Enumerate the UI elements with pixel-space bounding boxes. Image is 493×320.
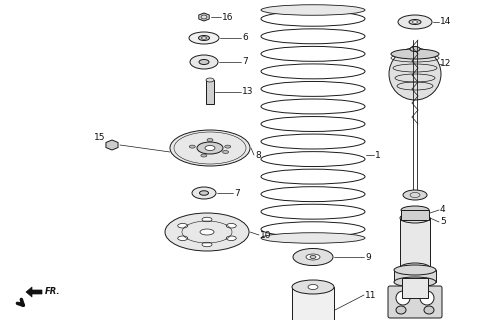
FancyBboxPatch shape	[388, 286, 442, 318]
Ellipse shape	[202, 217, 212, 222]
Text: 9: 9	[365, 252, 371, 261]
Ellipse shape	[396, 291, 410, 305]
Ellipse shape	[400, 263, 430, 273]
Ellipse shape	[201, 154, 207, 157]
Ellipse shape	[310, 255, 316, 259]
Bar	[402, 278, 428, 298]
Bar	[401, 210, 429, 220]
Ellipse shape	[391, 49, 439, 59]
Bar	[206, 80, 214, 104]
Text: 11: 11	[365, 291, 377, 300]
Ellipse shape	[165, 213, 249, 251]
Ellipse shape	[292, 280, 334, 294]
Ellipse shape	[394, 265, 436, 275]
Text: 10: 10	[260, 230, 272, 239]
Ellipse shape	[401, 206, 429, 214]
Text: 4: 4	[440, 205, 446, 214]
Ellipse shape	[197, 142, 223, 154]
Ellipse shape	[306, 254, 320, 260]
Polygon shape	[199, 13, 209, 21]
Ellipse shape	[261, 5, 365, 15]
Ellipse shape	[189, 32, 219, 44]
Ellipse shape	[178, 223, 188, 228]
Text: 14: 14	[440, 18, 452, 27]
Ellipse shape	[401, 216, 429, 224]
Bar	[400, 218, 430, 268]
Text: 5: 5	[440, 218, 446, 227]
Ellipse shape	[205, 146, 215, 150]
Polygon shape	[26, 287, 42, 297]
Ellipse shape	[206, 78, 214, 82]
Ellipse shape	[410, 46, 420, 52]
Ellipse shape	[200, 229, 214, 235]
Ellipse shape	[226, 223, 236, 228]
Ellipse shape	[199, 36, 210, 41]
Text: 15: 15	[94, 133, 106, 142]
Ellipse shape	[261, 233, 365, 243]
Ellipse shape	[226, 236, 236, 241]
Ellipse shape	[222, 150, 229, 154]
Ellipse shape	[178, 236, 188, 241]
Bar	[292, 287, 334, 320]
Ellipse shape	[202, 242, 212, 247]
Ellipse shape	[420, 291, 434, 305]
Text: 6: 6	[242, 34, 248, 43]
Ellipse shape	[190, 55, 218, 69]
Text: 12: 12	[440, 60, 452, 68]
Ellipse shape	[398, 15, 432, 29]
Ellipse shape	[389, 48, 441, 100]
Ellipse shape	[192, 187, 216, 199]
Ellipse shape	[293, 249, 333, 266]
Ellipse shape	[409, 20, 421, 25]
Text: 7: 7	[242, 58, 248, 67]
Text: 7: 7	[234, 188, 240, 197]
Text: 1: 1	[375, 150, 381, 159]
Ellipse shape	[400, 213, 430, 223]
Polygon shape	[106, 140, 118, 150]
Bar	[394, 270, 436, 282]
Ellipse shape	[413, 21, 418, 23]
Ellipse shape	[189, 145, 195, 148]
Ellipse shape	[403, 190, 427, 200]
Text: 13: 13	[242, 87, 253, 97]
Text: 16: 16	[222, 12, 234, 21]
Ellipse shape	[394, 277, 436, 287]
Ellipse shape	[202, 37, 207, 39]
Ellipse shape	[170, 130, 250, 166]
Text: FR.: FR.	[45, 286, 61, 295]
Ellipse shape	[424, 306, 434, 314]
Ellipse shape	[207, 139, 213, 141]
Ellipse shape	[308, 284, 318, 290]
Text: 8: 8	[255, 150, 261, 159]
Ellipse shape	[200, 191, 209, 195]
Ellipse shape	[225, 145, 231, 148]
Ellipse shape	[396, 306, 406, 314]
Ellipse shape	[199, 60, 209, 65]
